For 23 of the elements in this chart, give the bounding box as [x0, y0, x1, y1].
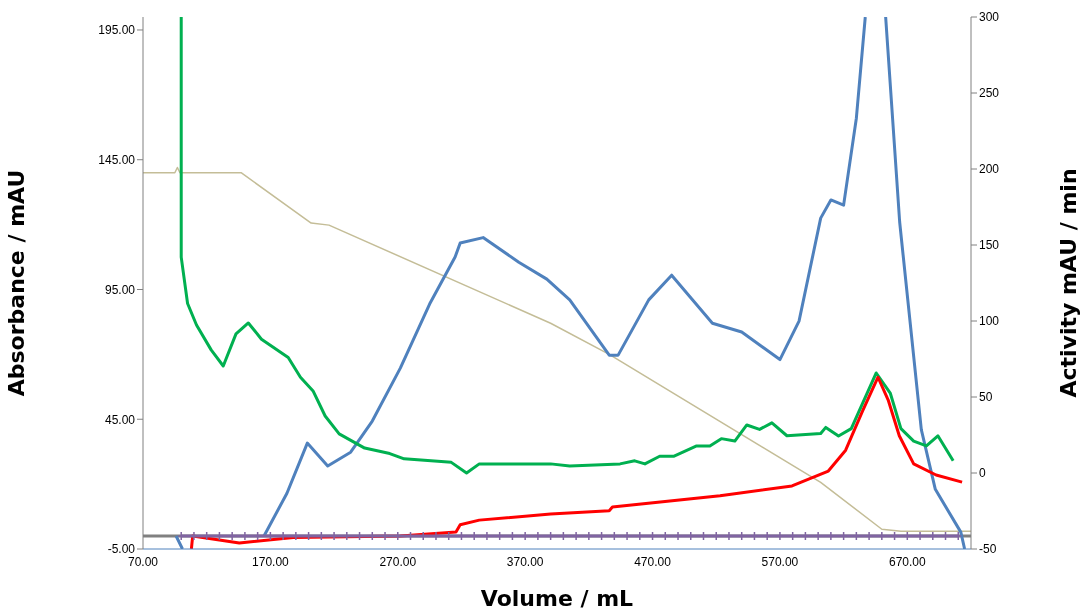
- x-axis-title: Volume / mL: [480, 586, 634, 611]
- y-tick-label: 95.00: [104, 282, 136, 297]
- y2-tick-label: 100: [979, 314, 1000, 329]
- y-tick-label: 195.00: [98, 23, 136, 38]
- y-tick-label: 145.00: [98, 152, 136, 167]
- x-tick-label: 470.00: [634, 554, 672, 569]
- y2-tick-label: -50: [979, 542, 997, 557]
- y2-axis-title: Activity mAU / min: [1055, 168, 1081, 398]
- x-tick-label: 170.00: [252, 554, 290, 569]
- y2-tick-label: 250: [979, 86, 1000, 101]
- y2-tick-label: 50: [979, 390, 993, 405]
- y-axis-title: Absorbance / mAU: [3, 169, 29, 397]
- y2-tick-label: 0: [979, 466, 986, 481]
- y2-tick-label: 300: [979, 10, 1000, 25]
- x-tick-label: 670.00: [888, 554, 926, 569]
- y-tick-label: 45.00: [104, 412, 136, 427]
- y2-tick-label: 150: [979, 238, 1000, 253]
- x-tick-label: 70.00: [127, 554, 159, 569]
- y-tick-label: -5.00: [107, 542, 136, 557]
- x-tick-label: 570.00: [761, 554, 799, 569]
- x-tick-label: 270.00: [379, 554, 417, 569]
- y2-tick-label: 200: [979, 162, 1000, 177]
- x-tick-label: 370.00: [506, 554, 544, 569]
